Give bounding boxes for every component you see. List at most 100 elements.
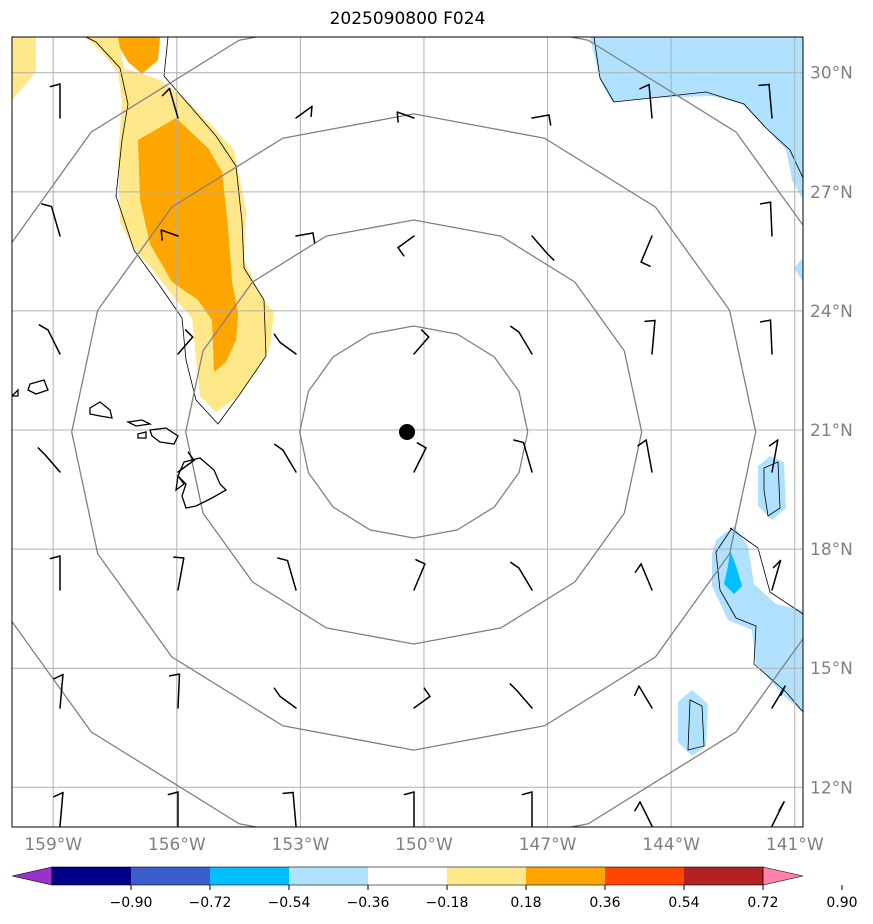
anomaly-contours <box>85 37 803 751</box>
wind-barb <box>177 451 195 473</box>
wind-barb <box>173 556 185 591</box>
wind-barb <box>397 235 415 257</box>
colorbar-segment <box>52 867 132 885</box>
wind-barb <box>413 442 427 473</box>
wind-barb <box>639 83 653 119</box>
colorbar-tick-label: 0.54 <box>668 895 699 911</box>
colorbar-segment <box>210 867 290 885</box>
wind-barb <box>644 319 656 355</box>
distance-ring <box>185 219 643 645</box>
colorbar-tick-label: −0.54 <box>268 895 311 911</box>
wind-barb <box>160 229 179 241</box>
wind-barb <box>274 443 297 473</box>
wind-barb <box>510 561 533 591</box>
wind-barb <box>521 791 533 827</box>
wind-barb <box>771 559 782 591</box>
colorbar-tick-label: 0.18 <box>510 895 541 911</box>
hawaii-coastline <box>12 379 228 509</box>
wind-barb <box>771 685 786 709</box>
wind-barb <box>177 329 194 355</box>
distance-ring <box>299 325 529 539</box>
wind-barb <box>49 555 61 591</box>
wind-barb <box>53 673 64 709</box>
wind-barb <box>49 83 61 119</box>
colorbar-tick-label: −0.18 <box>426 895 469 911</box>
distance-rings <box>12 37 803 827</box>
latitude-label: 27°N <box>810 183 853 203</box>
colorbar-segment <box>684 867 764 885</box>
wind-barb <box>41 203 61 237</box>
latitude-label: 21°N <box>810 421 853 441</box>
distance-ring <box>71 113 757 751</box>
wind-barb <box>403 791 415 827</box>
wind-barb <box>295 105 313 119</box>
latitude-label: 15°N <box>810 659 853 679</box>
wind-barb <box>531 114 552 126</box>
longitude-label: 159°W <box>24 835 82 855</box>
colorbar-tick-label: −0.90 <box>110 895 153 911</box>
wind-barb <box>413 558 426 591</box>
latitude-label: 30°N <box>810 64 853 84</box>
colorbar-segment <box>447 867 527 885</box>
longitude-label: 156°W <box>148 835 206 855</box>
colorbar-segment <box>526 867 606 885</box>
colorbar: −0.90 −0.72 −0.54 −0.36 −0.18 0.18 0.36 0.54 0.7… <box>11 866 858 911</box>
map-frame <box>11 36 804 828</box>
distance-ring <box>12 37 803 827</box>
wind-barb <box>282 791 297 827</box>
colorbar-segment <box>131 867 211 885</box>
map-panel: 12°N15°N18°N21°N24°N27°N30°N 159°W 156°W 1… <box>11 36 853 855</box>
longitude-label: 144°W <box>642 835 700 855</box>
wind-barb <box>531 235 555 261</box>
wind-barb <box>513 439 533 473</box>
wind-barb <box>637 439 653 473</box>
longitude-label: 153°W <box>272 835 330 855</box>
wind-barb <box>295 232 316 244</box>
latitude-label: 12°N <box>810 778 853 798</box>
colorbar-extend-high <box>762 866 804 886</box>
wind-barb <box>167 791 179 827</box>
wind-barb <box>510 325 533 355</box>
positive-anomaly-band <box>12 37 274 412</box>
longitude-label: 150°W <box>395 835 453 855</box>
wind-barb <box>634 685 653 709</box>
wind-barb <box>771 801 785 827</box>
wind-barbs <box>37 83 786 827</box>
wind-barb <box>768 439 779 473</box>
longitude-labels: 159°W 156°W 153°W 150°W 147°W 144°W 141°W <box>24 835 824 855</box>
wind-barb <box>277 557 297 591</box>
wind-barb <box>759 319 773 355</box>
wind-barb <box>509 683 533 709</box>
wind-barb <box>634 563 653 591</box>
wind-barb <box>273 333 297 355</box>
colorbar-tick-label: 0.36 <box>589 895 620 911</box>
colorbar-tick-label: −0.36 <box>347 895 390 911</box>
wind-barb <box>640 235 653 268</box>
storm-center-marker <box>399 424 415 440</box>
colorbar-segment <box>289 867 369 885</box>
wind-barb <box>758 83 773 119</box>
wind-barb <box>161 87 179 119</box>
wind-barb <box>396 111 415 123</box>
colorbar-tick-label: −0.72 <box>189 895 232 911</box>
wind-barb <box>413 329 430 355</box>
longitude-label: 141°W <box>766 835 824 855</box>
map-title: 2025090800 F024 <box>329 9 486 29</box>
latitude-label: 18°N <box>810 540 853 560</box>
colorbar-tick-label: 0.90 <box>826 895 857 911</box>
colorbar-segment <box>605 867 685 885</box>
wind-barb <box>53 791 64 827</box>
longitude-label: 147°W <box>519 835 577 855</box>
colorbar-tick-label: 0.72 <box>747 895 778 911</box>
colorbar-extend-low <box>11 866 53 886</box>
wind-barb <box>413 687 431 709</box>
wind-barb <box>37 447 61 473</box>
colorbar-segment <box>368 867 448 885</box>
negative-anomaly-areas <box>590 37 803 756</box>
wind-barb <box>38 324 61 355</box>
wind-barb <box>168 673 181 709</box>
latitude-labels: 12°N 15°N 18°N 21°N 24°N 27°N 30°N <box>810 64 853 799</box>
wind-barb <box>634 801 653 827</box>
latitude-label: 24°N <box>810 302 853 322</box>
wind-barb <box>273 687 297 709</box>
